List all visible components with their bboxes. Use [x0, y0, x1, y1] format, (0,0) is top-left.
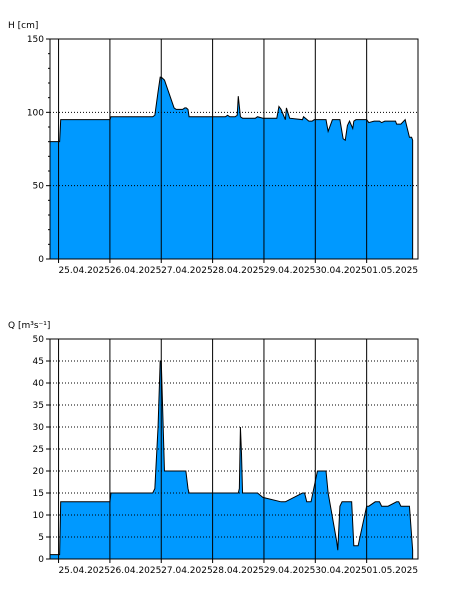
y-tick-label: 10	[33, 511, 45, 521]
x-tick-label: 01.05.2025	[367, 266, 419, 276]
x-tick-label: 29.04.2025	[264, 566, 316, 576]
y-tick-label: 15	[33, 489, 44, 499]
y-tick-label: 45	[33, 357, 44, 367]
x-tick-label: 29.04.2025	[264, 266, 316, 276]
plot-frame	[49, 338, 419, 560]
y-tick-label: 20	[33, 467, 45, 477]
plot-frame	[49, 38, 419, 260]
discharge-chart: 25.04.2025 26.04.2025 27.04.2025 28.04.2025…	[8, 321, 419, 576]
y-tick-label: 30	[33, 423, 45, 433]
y-axis-title: H [cm]	[8, 21, 38, 31]
y-tick-label: 0	[38, 255, 44, 265]
x-tick-label: 28.04.2025	[213, 266, 265, 276]
x-tick-label: 28.04.2025	[213, 566, 265, 576]
x-tick-label: 27.04.2025	[161, 566, 213, 576]
y-tick-label: 50	[33, 335, 45, 345]
y-tick-label: 5	[38, 533, 44, 543]
y-tick-label: 50	[33, 182, 45, 192]
series-area	[49, 76, 414, 260]
x-tick-label: 30.04.2025	[315, 566, 367, 576]
x-tick-label: 25.04.2025	[58, 266, 110, 276]
x-tick-label: 25.04.2025	[58, 566, 110, 576]
x-tick-label: 30.04.2025	[315, 266, 367, 276]
water-level-chart: 25.04.2025 26.04.2025 27.04.2025 28.04.2025…	[8, 21, 419, 276]
y-tick-label: 40	[33, 379, 45, 389]
y-axis-title: Q [m³s⁻¹]	[8, 321, 50, 331]
x-tick-label: 01.05.2025	[367, 566, 419, 576]
x-tick-label: 27.04.2025	[161, 266, 213, 276]
x-tick-label: 26.04.2025	[110, 566, 162, 576]
x-tick-label: 26.04.2025	[110, 266, 162, 276]
y-tick-label: 0	[38, 555, 44, 565]
y-tick-label: 35	[33, 401, 44, 411]
y-tick-label: 100	[27, 108, 44, 118]
y-tick-label: 25	[33, 445, 44, 455]
y-tick-label: 150	[27, 35, 44, 45]
